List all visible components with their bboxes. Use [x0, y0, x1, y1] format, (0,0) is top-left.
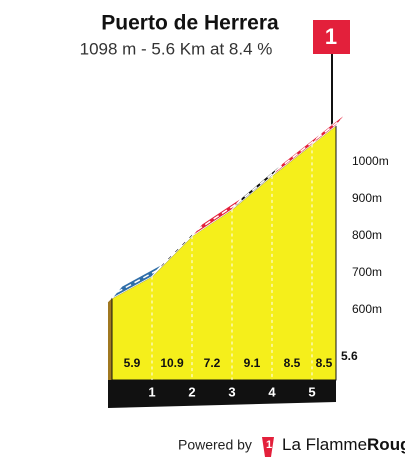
profile-face [111, 124, 337, 381]
gradient-label: 8.5 [316, 356, 333, 370]
y-tick-label: 900m [352, 191, 382, 205]
brand-logo [262, 437, 274, 457]
brand-logo-digit: 1 [266, 439, 272, 451]
gradient-label: 10.9 [160, 356, 184, 370]
km-label: 2 [188, 384, 195, 399]
side-face [108, 298, 112, 384]
powered-by: Powered by [178, 437, 252, 453]
base-strip [108, 380, 336, 408]
distance-label: 5.6 [341, 349, 358, 363]
km-label: 3 [228, 384, 235, 399]
chart-subtitle: 1098 m - 5.6 Km at 8.4 % [80, 39, 273, 58]
brand-name: La FlammeRouge [282, 435, 405, 454]
gradient-label: 5.9 [124, 356, 141, 370]
y-tick-label: 700m [352, 265, 382, 279]
y-tick-label: 800m [352, 228, 382, 242]
ribbon-dash [316, 118, 342, 139]
ribbon-dash [196, 202, 238, 231]
y-tick-label: 1000m [352, 154, 389, 168]
ribbon-dash [276, 137, 318, 171]
km-label: 4 [268, 384, 276, 399]
plot: 1 2 3 4 5 5.6 5.9 10.9 7.2 9.1 8.5 8.5 600m 700m 800m 9… [108, 113, 389, 408]
gradient-label: 7.2 [204, 356, 221, 370]
y-tick-label: 600m [352, 302, 382, 316]
category-label: 1 [325, 24, 337, 49]
gradient-label: 8.5 [284, 356, 301, 370]
ribbon-dash [116, 269, 158, 293]
km-label: 5 [308, 384, 315, 399]
chart-title: Puerto de Herrera [101, 12, 279, 35]
ribbon-dash [236, 169, 278, 205]
gradient-label: 9.1 [244, 356, 261, 370]
km-label: 1 [148, 384, 155, 399]
flag [313, 20, 350, 54]
